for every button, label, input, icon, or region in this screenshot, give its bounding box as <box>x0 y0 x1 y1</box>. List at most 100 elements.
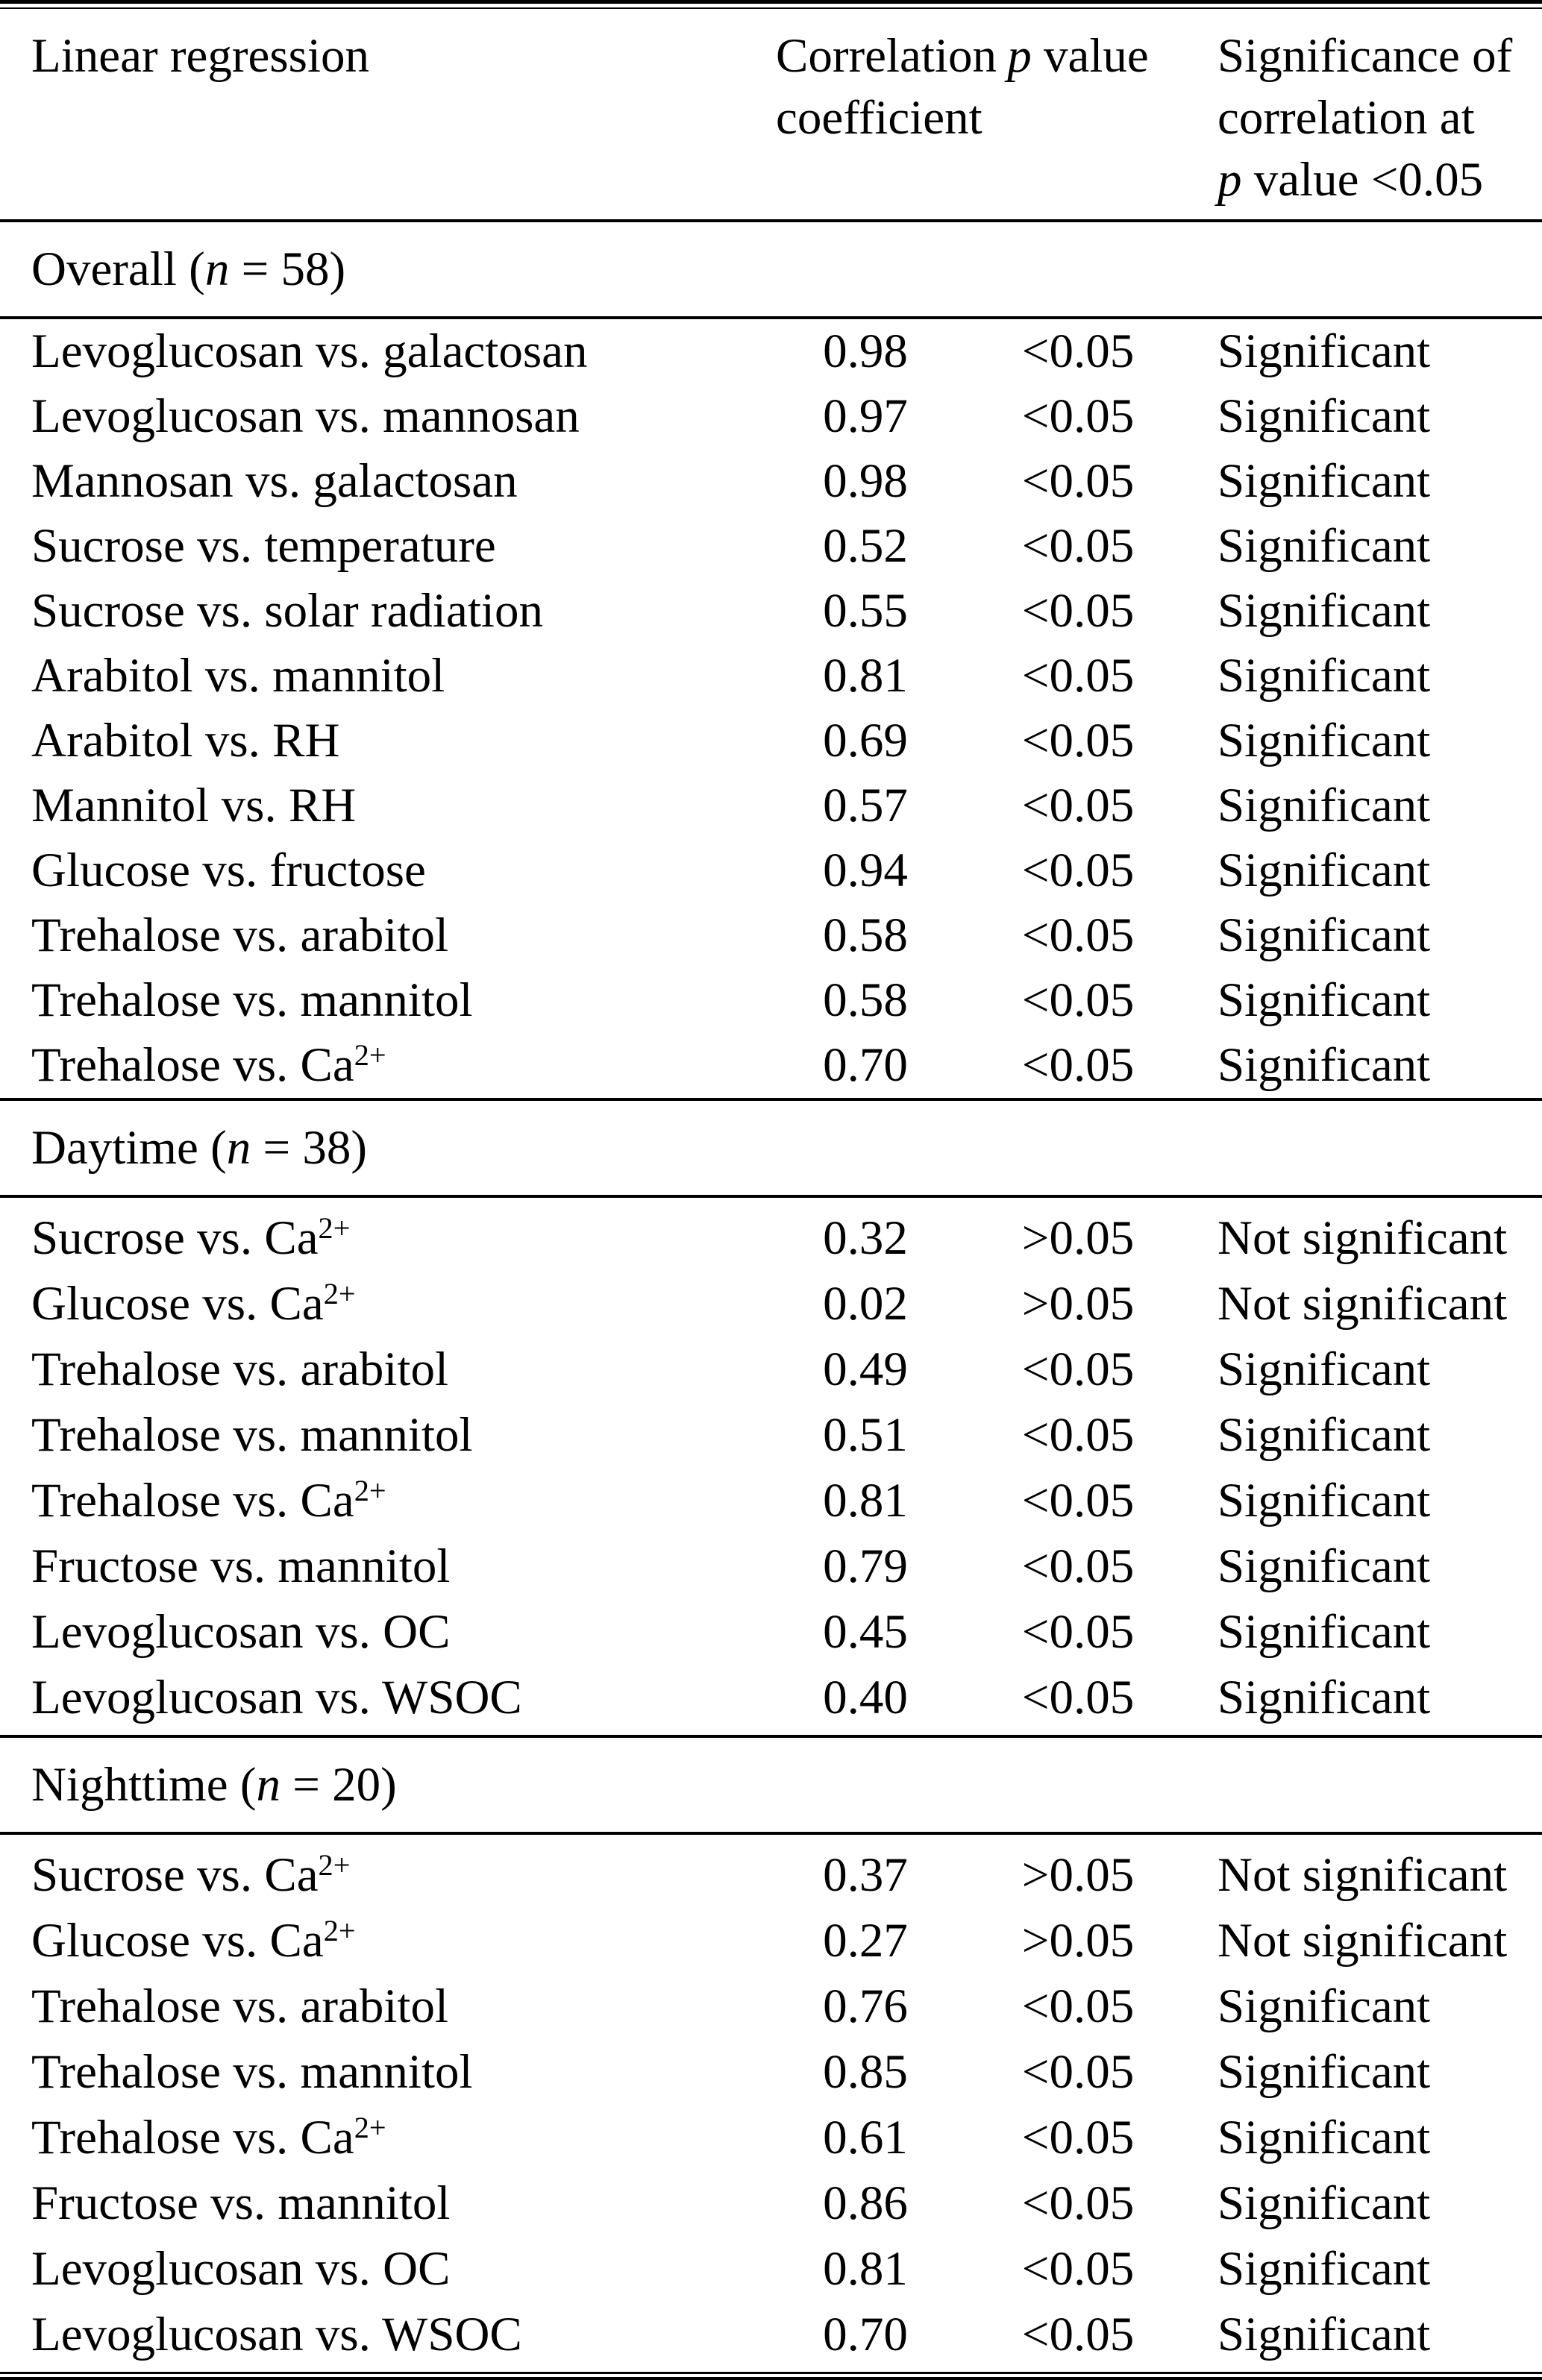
significance-cell: Significant <box>1217 908 1431 962</box>
significance-cell: Significant <box>1217 844 1431 897</box>
table-top-rule <box>0 0 1542 9</box>
p-value-cell: <0.05 <box>1021 1038 1135 1092</box>
table-row: Trehalose vs. Ca2+ 0.70 <0.05 Significan… <box>0 1033 1542 1098</box>
p-value-cell: <0.05 <box>1021 389 1135 443</box>
table-row: Trehalose vs. arabitol 0.76 <0.05 Signif… <box>0 1974 1542 2039</box>
table-row: Glucose vs. Ca2+ 0.02 >0.05 Not signific… <box>0 1271 1542 1337</box>
correlation-value-cell: 0.85 <box>823 2045 908 2099</box>
correlation-value-cell: 0.98 <box>823 324 908 378</box>
p-value-cell: >0.05 <box>1021 1277 1135 1331</box>
table-row: Mannosan vs. galactosan 0.98 <0.05 Signi… <box>0 449 1542 514</box>
p-value-cell: <0.05 <box>1021 1671 1135 1724</box>
table-header-row: Linear regression Correlation coefficient… <box>0 9 1542 219</box>
correlation-value-cell: 0.27 <box>823 1914 908 1968</box>
correlation-value-cell: 0.32 <box>823 1211 908 1265</box>
p-value-cell: <0.05 <box>1021 2308 1135 2361</box>
section-divider <box>0 1098 1542 1101</box>
table-row: Levoglucosan vs. WSOC 0.40 <0.05 Signifi… <box>0 1665 1542 1730</box>
p-value-cell: <0.05 <box>1021 2176 1135 2230</box>
section-header: Daytime (n = 38) <box>0 1101 1542 1195</box>
regression-pair-cell: Sucrose vs. temperature <box>31 519 496 573</box>
significance-cell: Significant <box>1217 714 1431 767</box>
correlation-value-cell: 0.81 <box>823 649 908 703</box>
significance-cell: Significant <box>1217 454 1431 508</box>
table-row: Trehalose vs. arabitol 0.49 <0.05 Signif… <box>0 1337 1542 1402</box>
table-row: Levoglucosan vs. WSOC 0.70 <0.05 Signifi… <box>0 2302 1542 2367</box>
correlation-value-cell: 0.70 <box>823 1038 908 1092</box>
significance-cell: Significant <box>1217 973 1431 1027</box>
correlation-value-cell: 0.70 <box>823 2308 908 2361</box>
regression-pair-cell: Mannitol vs. RH <box>31 779 357 832</box>
correlation-value-cell: 0.40 <box>823 1671 908 1724</box>
header-divider <box>0 219 1542 222</box>
significance-cell: Significant <box>1217 1343 1431 1396</box>
correlation-value-cell: 0.69 <box>823 714 908 767</box>
correlation-value-cell: 0.52 <box>823 519 908 573</box>
significance-cell: Significant <box>1217 1408 1431 1462</box>
section-divider <box>0 1832 1542 1835</box>
correlation-value-cell: 0.97 <box>823 389 908 443</box>
regression-pair-cell: Fructose vs. mannitol <box>31 2176 451 2230</box>
correlation-value-cell: 0.98 <box>823 454 908 508</box>
table-row: Trehalose vs. mannitol 0.51 <0.05 Signif… <box>0 1402 1542 1468</box>
regression-pair-cell: Glucose vs. Ca2+ <box>31 1277 356 1331</box>
significance-cell: Significant <box>1217 1539 1431 1593</box>
correlation-value-cell: 0.58 <box>823 973 908 1027</box>
regression-pair-cell: Sucrose vs. Ca2+ <box>31 1211 351 1265</box>
correlation-value-cell: 0.58 <box>823 908 908 962</box>
table-row: Arabitol vs. RH 0.69 <0.05 Significant <box>0 709 1542 773</box>
regression-pair-cell: Trehalose vs. arabitol <box>31 1343 449 1396</box>
correlation-value-cell: 0.57 <box>823 779 908 832</box>
significance-cell: Significant <box>1217 519 1431 573</box>
p-value-cell: <0.05 <box>1021 519 1135 573</box>
regression-pair-cell: Trehalose vs. mannitol <box>31 973 473 1027</box>
significance-cell: Significant <box>1217 2176 1431 2230</box>
table-row: Fructose vs. mannitol 0.86 <0.05 Signifi… <box>0 2170 1542 2236</box>
table-row: Levoglucosan vs. OC 0.45 <0.05 Significa… <box>0 1599 1542 1665</box>
regression-pair-cell: Levoglucosan vs. galactosan <box>31 324 588 378</box>
p-value-cell: <0.05 <box>1021 584 1135 638</box>
p-value-cell: <0.05 <box>1021 2045 1135 2099</box>
table-row: Mannitol vs. RH 0.57 <0.05 Significant <box>0 773 1542 838</box>
regression-pair-cell: Mannosan vs. galactosan <box>31 454 518 508</box>
p-value-cell: <0.05 <box>1021 779 1135 832</box>
significance-cell: Not significant <box>1217 1848 1508 1902</box>
p-value-cell: <0.05 <box>1021 714 1135 767</box>
correlation-value-cell: 0.81 <box>823 2242 908 2296</box>
correlation-value-cell: 0.49 <box>823 1343 908 1396</box>
correlation-value-cell: 0.86 <box>823 2176 908 2230</box>
table-row: Fructose vs. mannitol 0.79 <0.05 Signifi… <box>0 1533 1542 1599</box>
table-row: Trehalose vs. Ca2+ 0.61 <0.05 Significan… <box>0 2105 1542 2170</box>
table-row: Sucrose vs. temperature 0.52 <0.05 Signi… <box>0 514 1542 579</box>
regression-pair-cell: Glucose vs. fructose <box>31 844 426 897</box>
col-header-p-value: p value <box>1007 29 1149 83</box>
section-title: Overall (n = 58) <box>31 242 346 296</box>
regression-pair-cell: Levoglucosan vs. OC <box>31 1605 451 1659</box>
significance-cell: Significant <box>1217 584 1431 638</box>
p-value-cell: <0.05 <box>1021 324 1135 378</box>
regression-pair-cell: Trehalose vs. mannitol <box>31 1408 473 1462</box>
regression-pair-cell: Trehalose vs. Ca2+ <box>31 1038 386 1092</box>
p-value-cell: <0.05 <box>1021 1474 1135 1527</box>
table-row: Levoglucosan vs. OC 0.81 <0.05 Significa… <box>0 2236 1542 2302</box>
significance-cell: Significant <box>1217 2242 1431 2296</box>
significance-cell: Significant <box>1217 2045 1431 2099</box>
regression-pair-cell: Levoglucosan vs. OC <box>31 2242 451 2296</box>
p-value-cell: <0.05 <box>1021 1979 1135 2033</box>
p-value-cell: <0.05 <box>1021 1408 1135 1462</box>
p-value-cell: <0.05 <box>1021 2111 1135 2164</box>
correlation-value-cell: 0.79 <box>823 1539 908 1593</box>
section-rows: Sucrose vs. Ca2+ 0.32 >0.05 Not signific… <box>0 1198 1542 1735</box>
regression-pair-cell: Trehalose vs. arabitol <box>31 908 449 962</box>
regression-pair-cell: Arabitol vs. mannitol <box>31 649 445 703</box>
col-header-correlation-coefficient: Correlation coefficient <box>776 29 997 145</box>
p-value-cell: <0.05 <box>1021 2242 1135 2296</box>
section-rows: Sucrose vs. Ca2+ 0.37 >0.05 Not signific… <box>0 1835 1542 2372</box>
significance-cell: Significant <box>1217 1605 1431 1659</box>
section-divider <box>0 1195 1542 1198</box>
regression-pair-cell: Trehalose vs. Ca2+ <box>31 1474 386 1527</box>
significance-cell: Not significant <box>1217 1914 1508 1968</box>
p-value-cell: >0.05 <box>1021 1848 1135 1902</box>
table-bottom-rule <box>0 2372 1542 2380</box>
